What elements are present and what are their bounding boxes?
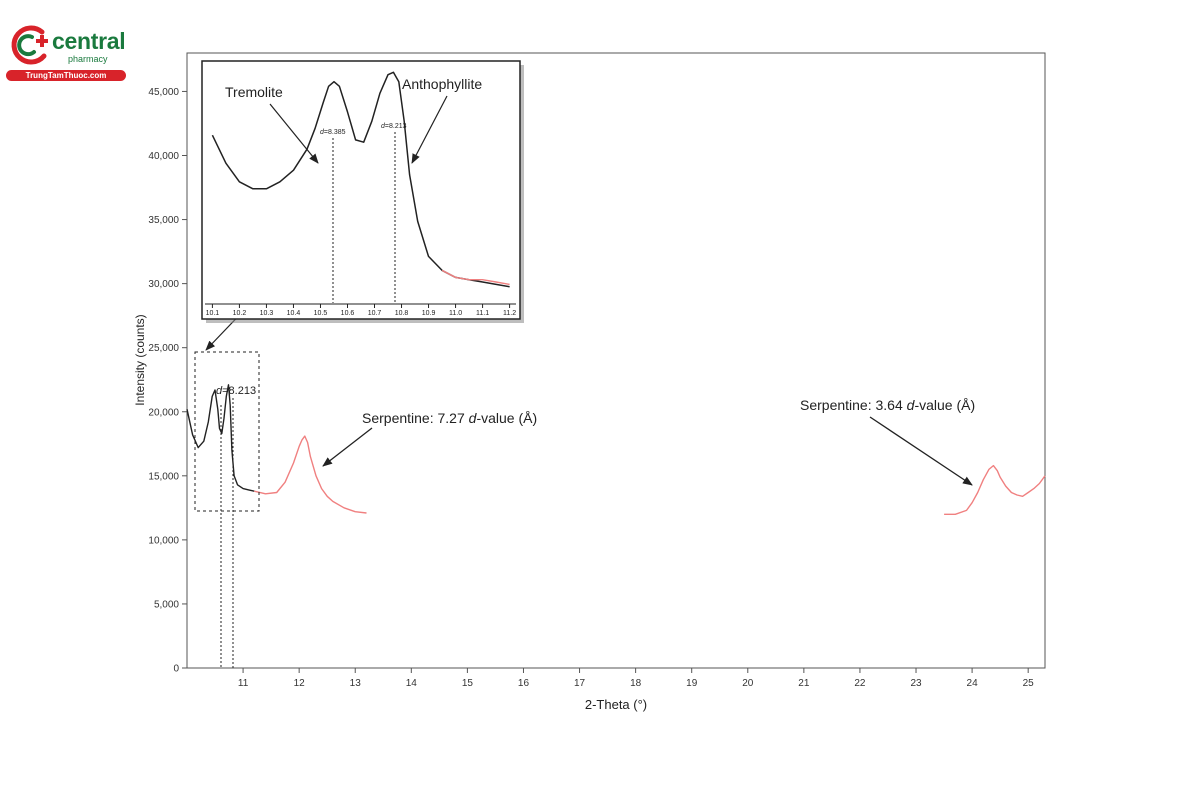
x-tick-label: 18 [630,678,642,689]
x-tick-label: 23 [910,678,922,689]
y-axis-ticks: 0 5,000 10,000 15,000 20,000 25,000 30,000 35,0… [148,87,187,675]
series-line-2 [944,464,1046,515]
x-tick-label: 12 [294,678,306,689]
x-tick-label: 24 [967,678,979,689]
logo-brand-text: central [52,28,126,54]
arrow-serpentine-364 [869,416,973,486]
series-layer [186,384,1046,515]
inset-x-tick-label: 10.6 [341,310,355,317]
inset-label-anthophyllite: Anthophyllite [402,76,482,92]
inset-x-tick-label: 10.4 [287,310,301,317]
annotation-serpentine-364: Serpentine: 3.64 d-value (Å) [800,397,975,413]
y-tick-label: 45,000 [148,87,179,98]
y-tick-label: 40,000 [148,151,179,162]
x-tick-label: 14 [406,678,418,689]
y-tick-label: 5,000 [154,599,179,610]
logo-mark-icon [11,25,48,65]
inset-x-tick-label: 10.2 [233,310,247,317]
inset-arrow-anthophyllite [411,95,448,164]
inset-frame [201,60,521,320]
brand-logo: central pharmacy TrungTamThuoc.com [6,22,131,84]
inset-panel: 10.1 10.2 10.3 10.4 10.5 10.6 10.7 10.8 10.9 11.0… [201,60,524,323]
inset-red-tail [441,269,510,286]
x-tick-label: 16 [518,678,530,689]
x-tick-label: 11 [238,678,249,689]
arrow-serpentine-727 [322,427,373,467]
x-axis-ticks: 11 12 13 14 15 16 17 18 19 20 21 22 23 24 25 [238,668,1034,689]
plot-frame [186,52,1046,669]
y-tick-label: 0 [173,664,179,675]
logo-strip-text: TrungTamThuoc.com [6,70,126,81]
y-tick-label: 30,000 [148,279,179,290]
x-axis-label: 2-Theta (°) [585,697,647,712]
x-tick-label: 21 [798,678,810,689]
inset-x-tick-label: 10.7 [368,310,382,317]
inset-x-tick-label: 11.1 [476,310,489,317]
x-tick-label: 22 [854,678,866,689]
y-tick-label: 25,000 [148,343,179,354]
inset-x-tick-label: 10.5 [314,310,328,317]
inset-x-tick-label: 11.2 [503,310,516,317]
inset-label-tremolite: Tremolite [225,84,283,100]
y-tick-label: 10,000 [148,535,179,546]
annotation-serpentine-727: Serpentine: 7.27 d-value (Å) [362,410,537,426]
y-tick-label: 15,000 [148,471,179,482]
zoom-region-box [194,351,260,512]
y-tick-label: 20,000 [148,407,179,418]
x-tick-label: 20 [742,678,754,689]
inset-x-ticks: 10.1 10.2 10.3 10.4 10.5 10.6 10.7 10.8 10.9 11.0… [206,304,516,317]
inset-series-layer [211,71,510,288]
x-tick-label: 25 [1023,678,1035,689]
inset-x-tick-label: 10.8 [395,310,409,317]
inset-x-tick-label: 10.9 [422,310,436,317]
inset-arrow-tremolite [269,103,319,164]
y-tick-label: 35,000 [148,215,179,226]
inset-x-tick-label: 11.0 [449,310,462,317]
x-tick-label: 19 [686,678,698,689]
x-tick-label: 15 [462,678,474,689]
x-tick-label: 17 [574,678,586,689]
inset-x-tick-label: 10.3 [260,310,274,317]
x-tick-label: 13 [350,678,362,689]
d-value-label-main: d=8.213 [216,385,256,397]
inset-d-label-anthophyllite: d=8.213 [381,123,407,130]
inset-x-tick-label: 10.1 [206,310,220,317]
series-line-0 [186,384,255,492]
logo-sub-text: pharmacy [68,54,108,64]
series-line-1 [254,435,367,514]
y-axis-label: Intensity (counts) [133,314,147,405]
inset-d-label-tremolite: d=8.385 [320,129,346,136]
